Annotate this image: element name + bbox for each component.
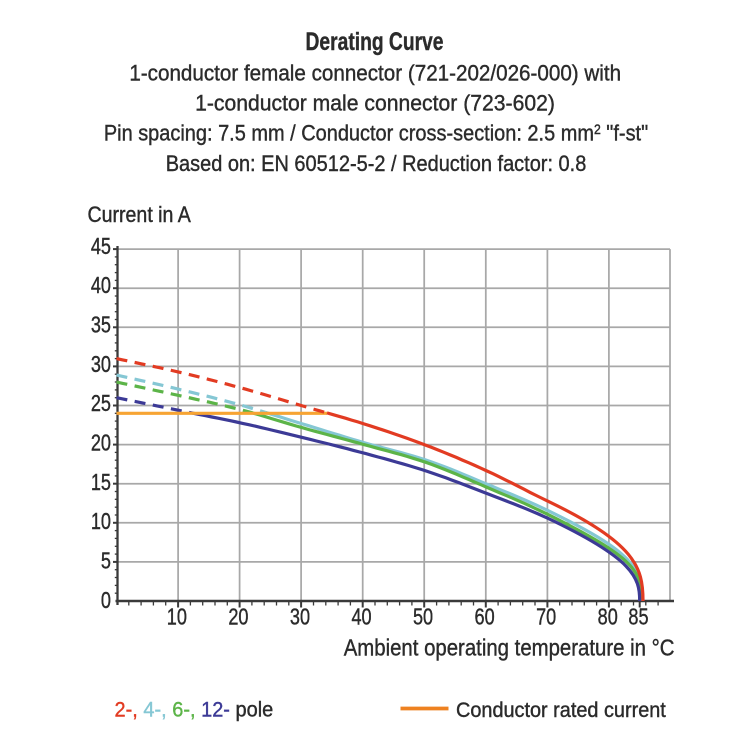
svg-text:35: 35: [91, 312, 111, 338]
svg-text:15: 15: [91, 470, 111, 496]
svg-text:45: 45: [91, 234, 111, 260]
svg-text:Derating Curve: Derating Curve: [306, 28, 444, 56]
svg-text:Current in A: Current in A: [88, 203, 191, 227]
svg-text:25: 25: [91, 391, 111, 417]
svg-text:80: 80: [598, 604, 618, 630]
svg-text:60: 60: [475, 604, 495, 630]
svg-text:30: 30: [91, 352, 111, 378]
svg-text:20: 20: [228, 604, 248, 630]
svg-text:Pin spacing: 7.5 mm / Conducto: Pin spacing: 7.5 mm / Conductor cross-se…: [104, 121, 648, 145]
svg-text:1-conductor male connector (72: 1-conductor male connector (723-602): [195, 90, 555, 115]
svg-text:20: 20: [91, 430, 111, 456]
svg-text:5: 5: [101, 548, 111, 574]
svg-text:10: 10: [167, 604, 187, 630]
svg-text:Based on: EN 60512-5-2 / Reduc: Based on: EN 60512-5-2 / Reduction facto…: [166, 152, 587, 176]
svg-text:40: 40: [351, 604, 371, 630]
svg-text:70: 70: [536, 604, 556, 630]
svg-text:10: 10: [91, 509, 111, 535]
svg-text:1-conductor female connector (: 1-conductor female connector (721-202/02…: [129, 61, 621, 86]
svg-text:0: 0: [101, 588, 111, 614]
svg-text:30: 30: [290, 604, 310, 630]
svg-text:50: 50: [413, 604, 433, 630]
svg-text:Ambient operating temperature: Ambient operating temperature in °C: [344, 634, 675, 661]
svg-text:40: 40: [91, 273, 111, 299]
svg-text:85: 85: [628, 604, 648, 630]
svg-text:2-, 4-, 6-, 12- pole: 2-, 4-, 6-, 12- pole: [115, 698, 274, 722]
svg-text:Conductor rated current: Conductor rated current: [456, 698, 666, 722]
